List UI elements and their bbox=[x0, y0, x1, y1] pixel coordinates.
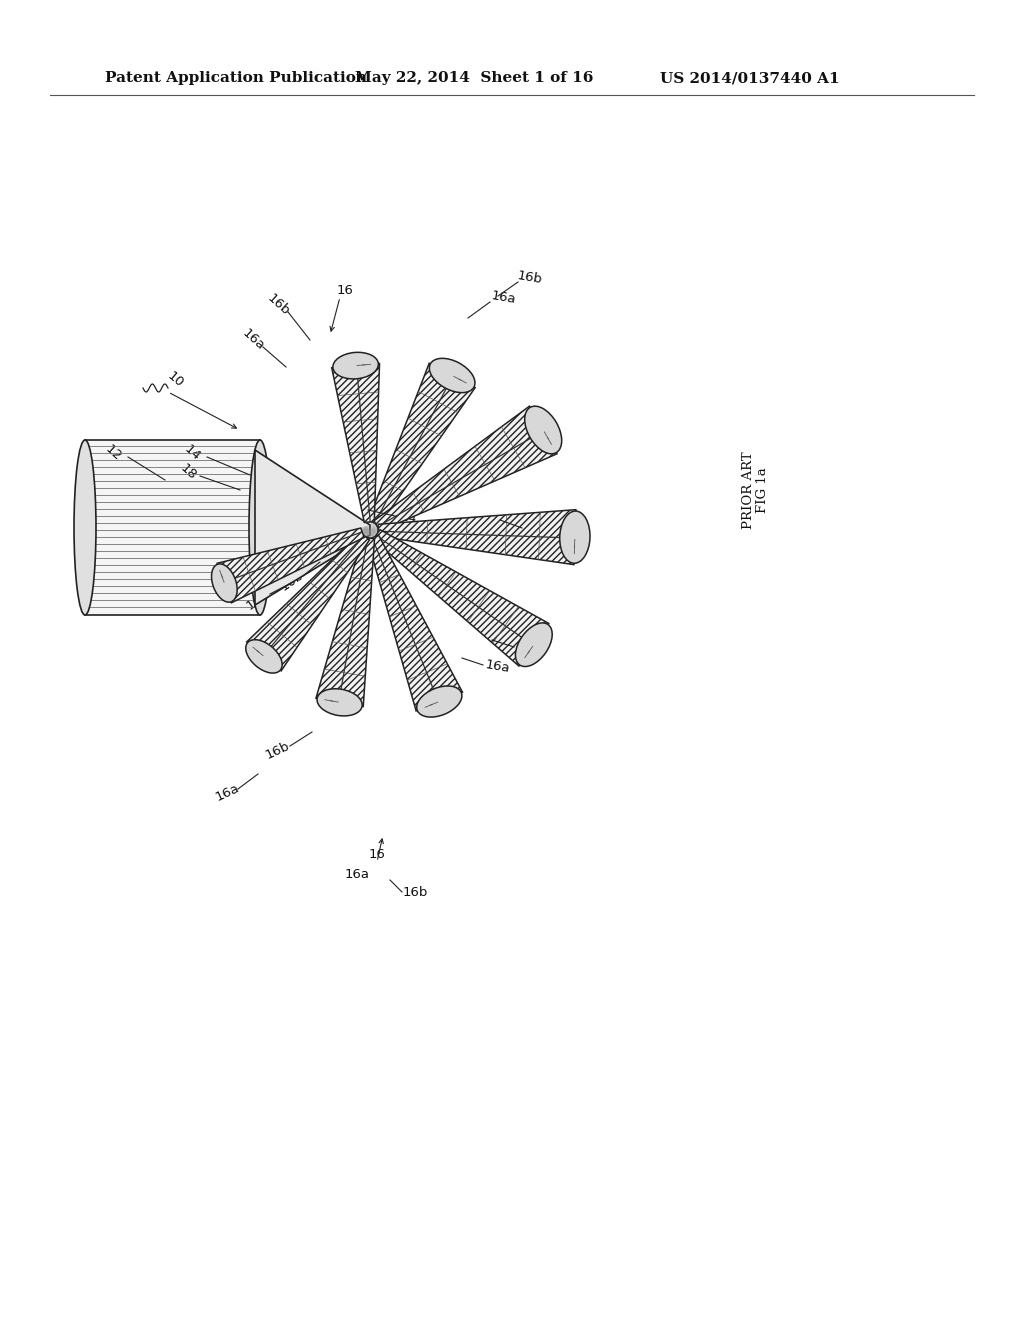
Ellipse shape bbox=[560, 511, 590, 564]
Ellipse shape bbox=[317, 689, 362, 715]
Text: FIG 1a: FIG 1a bbox=[757, 467, 769, 513]
Bar bbox=[85, 440, 260, 615]
Polygon shape bbox=[370, 510, 375, 531]
Ellipse shape bbox=[333, 352, 378, 379]
Polygon shape bbox=[368, 535, 463, 711]
Text: 16a: 16a bbox=[240, 327, 266, 354]
Text: 18: 18 bbox=[528, 523, 548, 537]
Text: 12: 12 bbox=[102, 442, 124, 463]
Polygon shape bbox=[349, 525, 370, 532]
Polygon shape bbox=[370, 531, 390, 537]
Polygon shape bbox=[367, 531, 383, 546]
Text: 16a: 16a bbox=[213, 781, 241, 804]
Ellipse shape bbox=[515, 623, 552, 667]
Text: PRIOR ART: PRIOR ART bbox=[741, 451, 755, 529]
Text: 16b: 16b bbox=[264, 292, 292, 318]
Ellipse shape bbox=[74, 440, 96, 615]
Polygon shape bbox=[247, 532, 370, 671]
Polygon shape bbox=[255, 450, 370, 605]
Polygon shape bbox=[217, 528, 365, 603]
Text: 16a: 16a bbox=[489, 289, 516, 306]
Text: 14: 14 bbox=[398, 510, 418, 525]
Ellipse shape bbox=[246, 640, 283, 673]
Text: 16a: 16a bbox=[483, 659, 510, 676]
Ellipse shape bbox=[212, 564, 238, 602]
Text: May 22, 2014  Sheet 1 of 16: May 22, 2014 Sheet 1 of 16 bbox=[355, 71, 593, 84]
Polygon shape bbox=[332, 363, 380, 523]
Text: 16: 16 bbox=[337, 284, 353, 297]
Text: 18: 18 bbox=[177, 462, 199, 483]
Polygon shape bbox=[378, 510, 575, 565]
Polygon shape bbox=[370, 525, 390, 535]
Ellipse shape bbox=[524, 407, 562, 454]
Polygon shape bbox=[360, 529, 370, 549]
Text: 16b: 16b bbox=[516, 269, 544, 286]
Polygon shape bbox=[373, 529, 549, 667]
Text: 16: 16 bbox=[369, 849, 385, 862]
Ellipse shape bbox=[249, 440, 271, 615]
Polygon shape bbox=[352, 527, 370, 541]
Text: 16b: 16b bbox=[513, 639, 541, 656]
Polygon shape bbox=[369, 363, 475, 525]
Text: 16b: 16b bbox=[278, 569, 306, 594]
Text: 16a: 16a bbox=[244, 587, 272, 612]
Text: Patent Application Publication: Patent Application Publication bbox=[105, 71, 367, 84]
Polygon shape bbox=[316, 537, 375, 706]
Text: 16b: 16b bbox=[264, 739, 292, 762]
Text: US 2014/0137440 A1: US 2014/0137440 A1 bbox=[660, 71, 840, 84]
Ellipse shape bbox=[429, 358, 475, 392]
Text: 16b: 16b bbox=[402, 886, 428, 899]
Ellipse shape bbox=[417, 686, 462, 717]
Polygon shape bbox=[370, 515, 385, 533]
Text: 14: 14 bbox=[181, 442, 203, 463]
Polygon shape bbox=[374, 407, 557, 531]
Text: 16a: 16a bbox=[344, 869, 370, 882]
Polygon shape bbox=[365, 531, 372, 550]
Text: 10: 10 bbox=[165, 370, 185, 391]
